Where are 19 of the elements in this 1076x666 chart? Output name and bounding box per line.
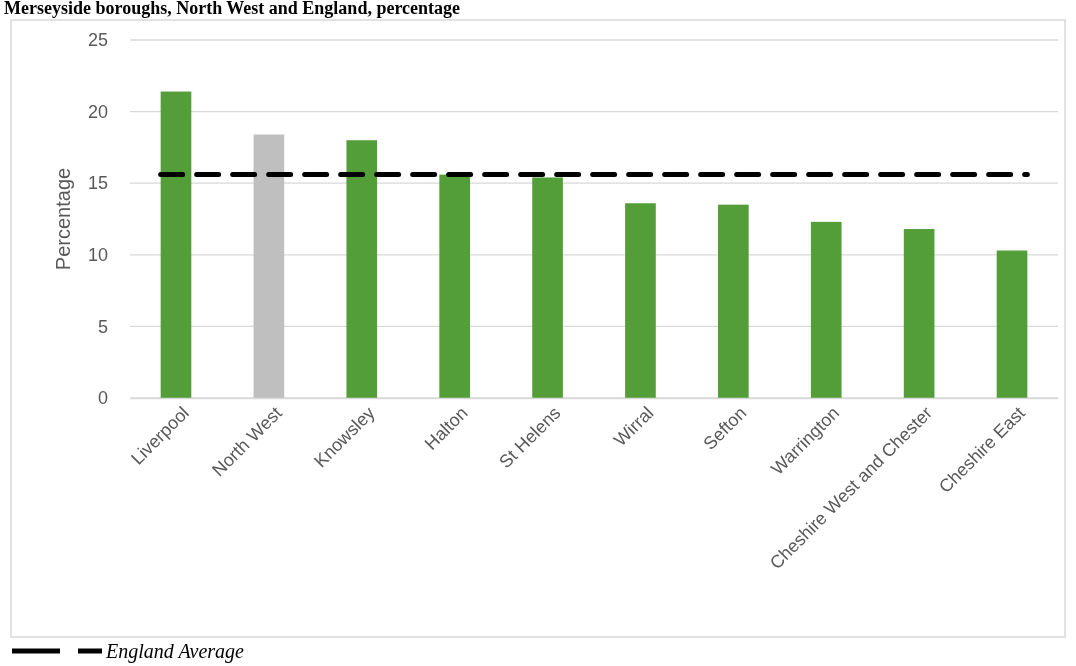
y-tick-label: 5	[97, 316, 108, 337]
y-tick-label: 25	[87, 30, 108, 51]
y-tick-label: 15	[87, 173, 108, 194]
y-tick-label: 20	[87, 101, 108, 122]
bar	[253, 134, 285, 398]
bar	[810, 221, 842, 398]
bar	[160, 91, 192, 398]
y-tick-label: 10	[87, 245, 108, 266]
legend-label: England Average	[105, 640, 245, 663]
bar	[532, 177, 563, 398]
bar	[625, 203, 656, 398]
bar	[903, 229, 935, 398]
bar	[718, 204, 749, 398]
bar	[439, 174, 470, 398]
chart-title: Merseyside boroughs, North West and England, percentage	[4, 0, 461, 18]
y-axis-title: Percentage	[52, 167, 74, 271]
bar	[996, 250, 1028, 398]
y-tick-label: 0	[97, 388, 108, 409]
bar	[346, 140, 378, 398]
